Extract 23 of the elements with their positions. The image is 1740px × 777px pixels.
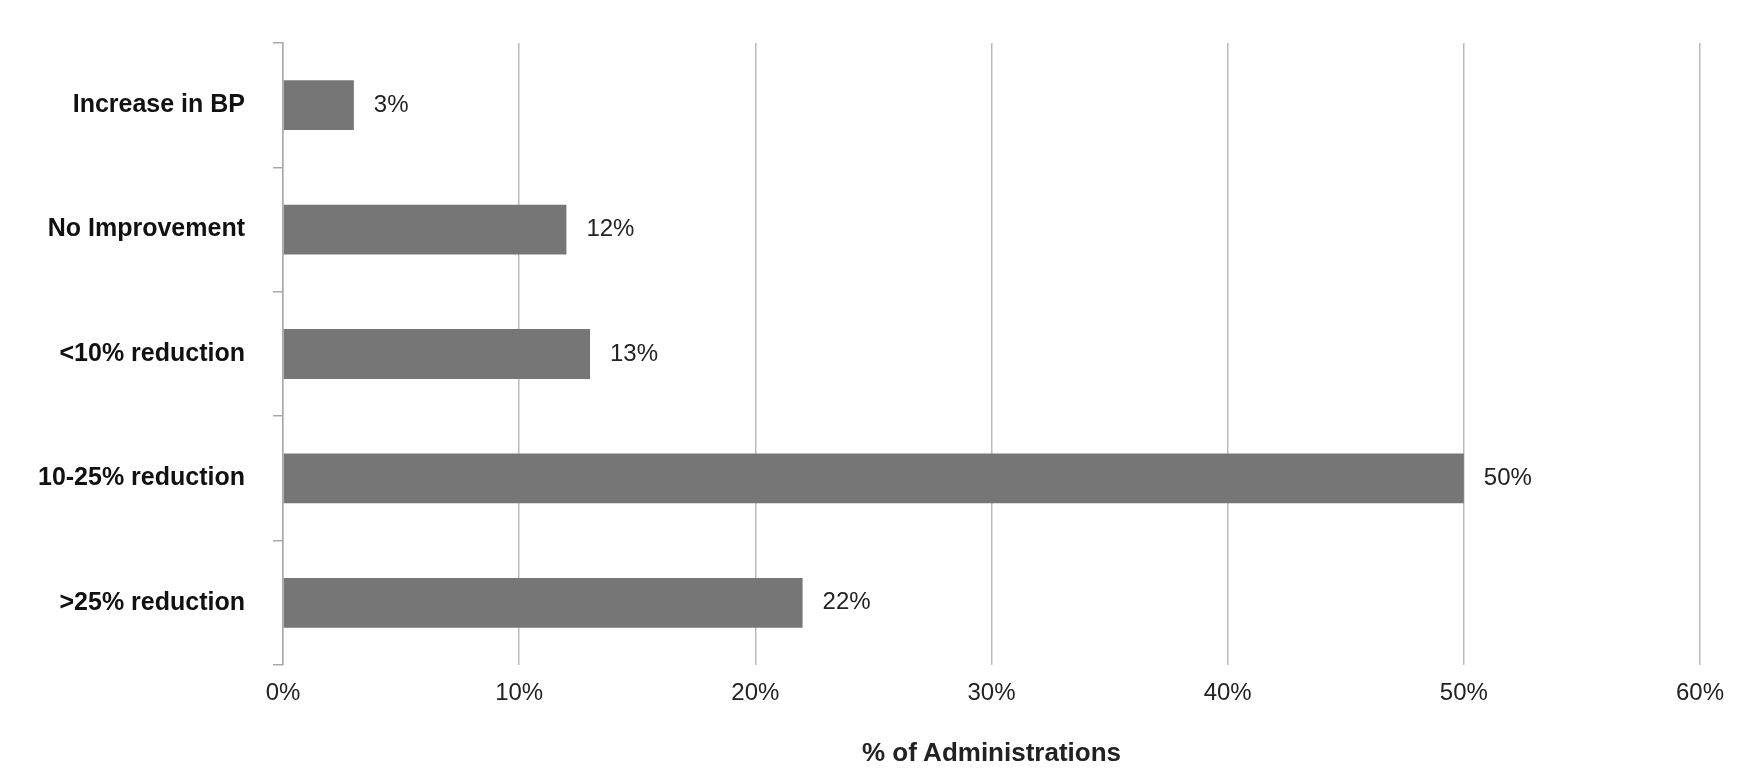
bar [283, 453, 1464, 504]
x-tick-label: 60% [1675, 678, 1725, 706]
x-tick-label: 20% [731, 678, 780, 706]
data-label: 13% [610, 338, 659, 366]
y-tick-label: <10% reduction [59, 337, 246, 366]
y-tick-label: Increase in BP [72, 89, 246, 118]
x-tick-label: 50% [1439, 678, 1488, 706]
x-axis-title: % of Administrations [861, 736, 1122, 767]
bar [283, 80, 354, 131]
x-tick-label: 10% [495, 678, 544, 706]
data-label: 50% [1483, 463, 1532, 491]
bar [283, 577, 803, 628]
data-label: 22% [822, 587, 871, 615]
bar [283, 204, 567, 255]
x-tick-label: 30% [967, 678, 1016, 706]
y-tick-label: 10-25% reduction [37, 462, 246, 491]
x-tick-label: 0% [265, 678, 301, 706]
y-tick-label: >25% reduction [59, 586, 246, 615]
y-tick-label: No Improvement [47, 213, 246, 242]
data-label: 3% [373, 89, 409, 117]
x-tick-label: 40% [1203, 678, 1252, 706]
data-label: 12% [586, 214, 635, 242]
bar [283, 329, 591, 379]
